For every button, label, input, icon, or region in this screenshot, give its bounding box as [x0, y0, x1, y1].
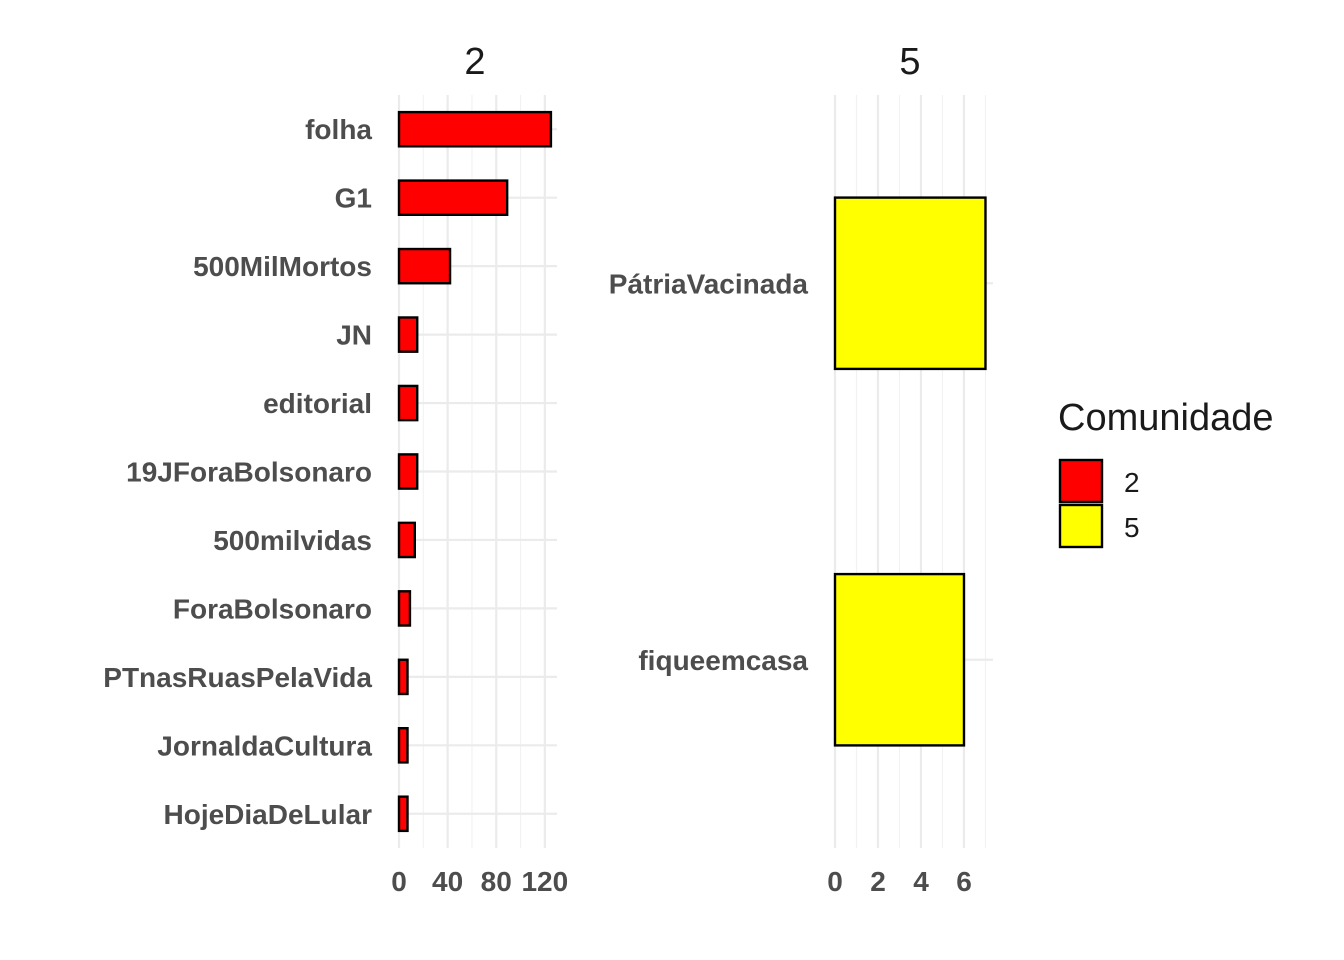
category-label: editorial: [263, 388, 372, 419]
category-label: PátriaVacinada: [609, 268, 809, 299]
category-label: JornaldaCultura: [157, 730, 372, 761]
x-tick-label: 80: [481, 866, 512, 897]
bar-ForaBolsonaro: [397, 590, 412, 627]
bar-folha: [397, 110, 553, 148]
category-label: folha: [305, 114, 372, 145]
x-tick-label: 4: [913, 866, 929, 897]
category-label: fiqueemcasa: [638, 645, 808, 676]
bar-G1: [397, 179, 509, 216]
x-tick-label: 0: [391, 866, 407, 897]
x-tick-label: 40: [432, 866, 463, 897]
legend: Comunidade 2 5: [1058, 397, 1273, 549]
x-tick-label: 2: [870, 866, 886, 897]
category-label: G1: [335, 183, 372, 214]
bar-JornaldaCultura: [397, 727, 409, 764]
legend-title: Comunidade: [1058, 397, 1273, 439]
facet-title: 2: [464, 41, 485, 83]
bar-HojeDiaDeLular: [397, 795, 409, 833]
facet-panel-2: 2 folha G1 500MilMortos JN editorial 19JForaBo…: [103, 41, 568, 897]
bar-500milvidas: [397, 521, 417, 559]
x-tick-label: 6: [956, 866, 972, 897]
bar-PTnasRuasPelaVida: [397, 658, 409, 696]
bar-editorial: [397, 384, 419, 422]
bar-PátriaVacinada: [833, 196, 987, 371]
facet-panel-5: 5 PátriaVacinada fiqueemcasa 0 2 4 6: [609, 41, 993, 897]
bar-fiqueemcasa: [833, 572, 966, 747]
category-label: 19JForaBolsonaro: [126, 457, 372, 488]
bar-19JForaBolsonaro: [397, 453, 419, 490]
legend-label: 5: [1124, 512, 1140, 543]
category-label: ForaBolsonaro: [173, 593, 372, 624]
category-label: 500MilMortos: [193, 251, 372, 282]
category-label: HojeDiaDeLular: [164, 799, 373, 830]
facet-title: 5: [899, 41, 920, 83]
legend-key-5: [1058, 503, 1104, 549]
legend-key-2: [1058, 458, 1104, 504]
legend-label: 2: [1124, 467, 1140, 498]
category-label: 500milvidas: [213, 525, 372, 556]
bar-JN: [397, 316, 419, 353]
category-label: JN: [336, 320, 372, 351]
category-label: PTnasRuasPelaVida: [103, 662, 372, 693]
x-tick-label: 120: [521, 866, 568, 897]
bar-500MilMortos: [397, 247, 452, 285]
x-tick-label: 0: [827, 866, 843, 897]
